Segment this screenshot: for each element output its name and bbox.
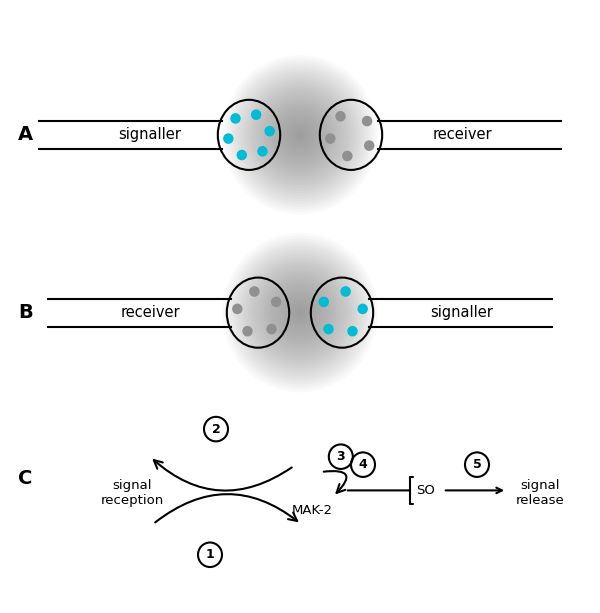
Text: receiver: receiver (432, 128, 492, 142)
Circle shape (358, 304, 367, 313)
Text: C: C (18, 469, 32, 487)
Text: A: A (18, 126, 33, 144)
Circle shape (365, 141, 374, 150)
Circle shape (343, 151, 352, 161)
Circle shape (224, 134, 233, 143)
Circle shape (251, 110, 260, 120)
Text: 5: 5 (473, 458, 481, 471)
Circle shape (336, 112, 345, 121)
Text: MAK-2: MAK-2 (292, 503, 332, 517)
Text: 1: 1 (206, 548, 214, 562)
FancyArrowPatch shape (154, 460, 292, 490)
Circle shape (272, 297, 281, 306)
Circle shape (231, 114, 240, 123)
Circle shape (348, 327, 357, 336)
Circle shape (326, 134, 335, 143)
Circle shape (265, 126, 274, 135)
Circle shape (243, 327, 252, 336)
Text: signaller: signaller (431, 305, 493, 320)
FancyArrowPatch shape (324, 471, 346, 493)
FancyArrowPatch shape (155, 494, 297, 522)
Circle shape (362, 116, 371, 126)
Text: SO: SO (416, 484, 436, 497)
Circle shape (341, 287, 350, 296)
Circle shape (267, 324, 276, 333)
Text: signal
reception: signal reception (100, 479, 164, 508)
Circle shape (324, 324, 333, 333)
Circle shape (319, 297, 328, 306)
Text: 3: 3 (337, 450, 345, 463)
Circle shape (258, 147, 267, 156)
Text: signal
release: signal release (515, 479, 565, 508)
Text: receiver: receiver (120, 305, 180, 320)
Text: 4: 4 (359, 458, 367, 471)
Text: B: B (18, 303, 33, 322)
Circle shape (250, 287, 259, 296)
Text: signaller: signaller (119, 128, 181, 142)
Circle shape (238, 150, 247, 159)
Text: 2: 2 (212, 422, 220, 436)
Circle shape (233, 304, 242, 313)
